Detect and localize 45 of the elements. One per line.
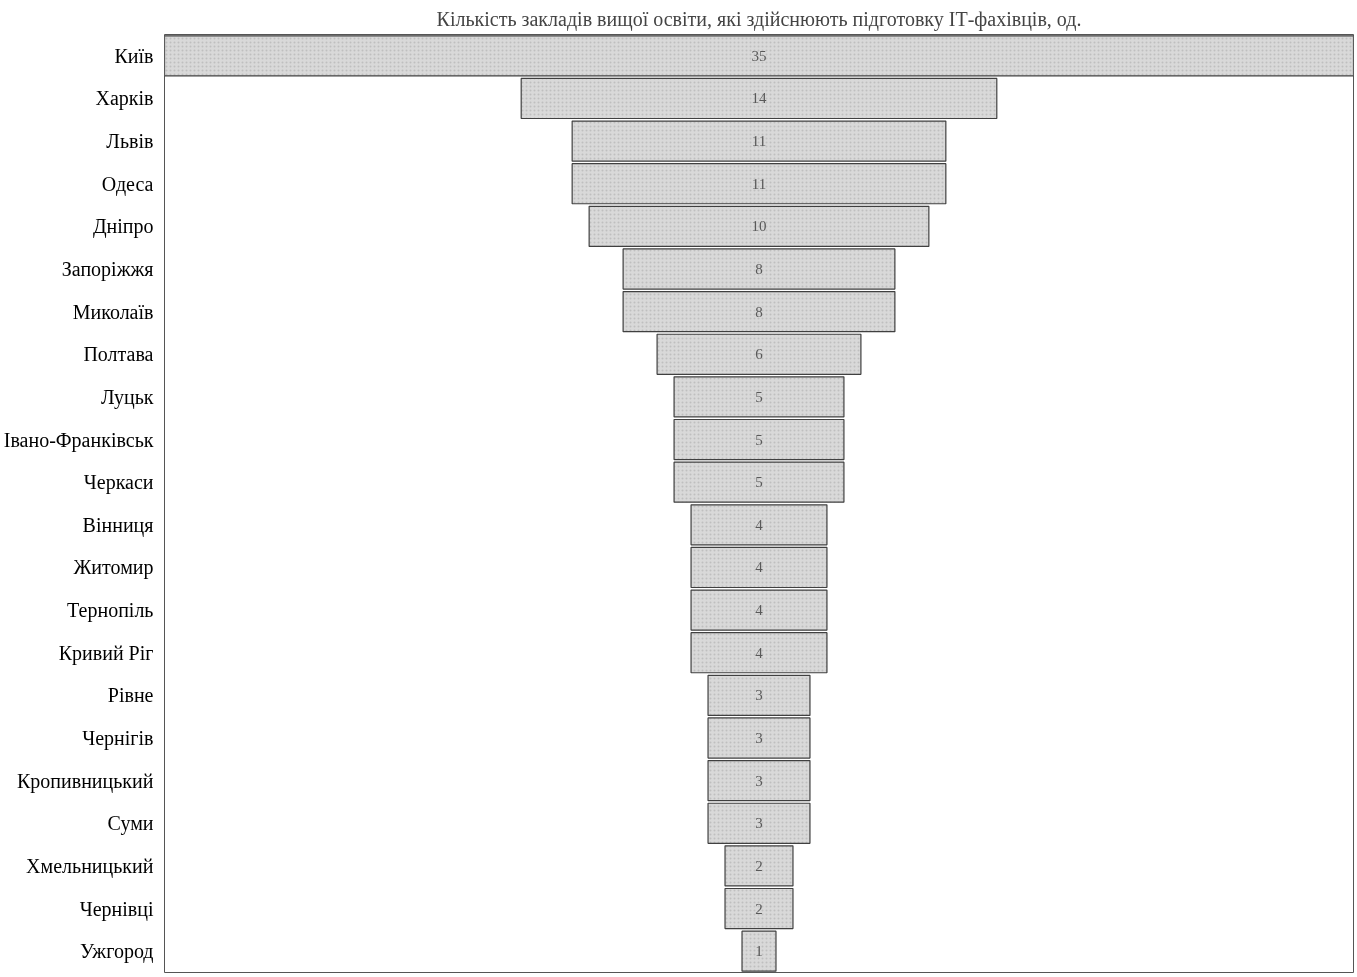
category-label: Суми [107, 812, 154, 836]
data-label: 4 [755, 602, 764, 619]
data-label: 8 [755, 303, 763, 320]
data-label: 11 [751, 175, 767, 192]
data-label: 3 [755, 815, 763, 832]
category-label: Харків [95, 87, 154, 111]
category-label: Івано-Франківськ [3, 428, 154, 452]
category-label: Вінниця [82, 513, 154, 537]
data-label: 3 [755, 687, 763, 704]
data-label: 3 [755, 730, 763, 746]
category-label: Миколаїв [72, 300, 154, 323]
data-label: 11 [751, 133, 767, 150]
data-label: 2 [755, 900, 763, 917]
data-label: 4 [755, 516, 764, 533]
category-label: Житомир [73, 556, 154, 580]
data-label: 5 [755, 474, 763, 491]
text: Кількість закладів вищої освіти, які здійснюють підготовку ІТ-фахівців, од. [436, 7, 1082, 31]
data-label: 4 [755, 559, 764, 576]
category-label: Хмельницький [26, 854, 154, 878]
data-label: 5 [755, 431, 763, 448]
data-label: 10 [751, 218, 767, 235]
data-label: 6 [755, 346, 764, 363]
category-label: Кривий Ріг [58, 641, 154, 665]
data-label: 8 [755, 261, 763, 277]
category-label: Черкаси [83, 471, 154, 495]
category-label: Львів [106, 130, 154, 153]
data-label: 14 [751, 90, 767, 107]
category-label: Київ [114, 44, 154, 67]
category-label: Кропивницький [16, 769, 154, 793]
data-label: 4 [755, 644, 764, 661]
category-label: Рівне [107, 684, 154, 707]
data-label: 2 [755, 857, 763, 874]
data-label: 1 [755, 943, 763, 960]
category-label: Дніпро [92, 215, 154, 239]
category-label: Чернігів [82, 727, 154, 750]
category-label: Ужгород [79, 940, 154, 964]
data-label: 3 [755, 772, 763, 789]
category-label: Луцьк [100, 385, 154, 409]
data-label: 5 [755, 388, 763, 405]
data-label: 35 [751, 47, 767, 64]
category-label: Полтава [83, 343, 154, 366]
category-label: Чернівці [79, 897, 154, 921]
category-label: Одеса [101, 172, 154, 196]
category-label: Запоріжжя [61, 258, 154, 281]
category-label: Тернопіль [67, 599, 154, 623]
